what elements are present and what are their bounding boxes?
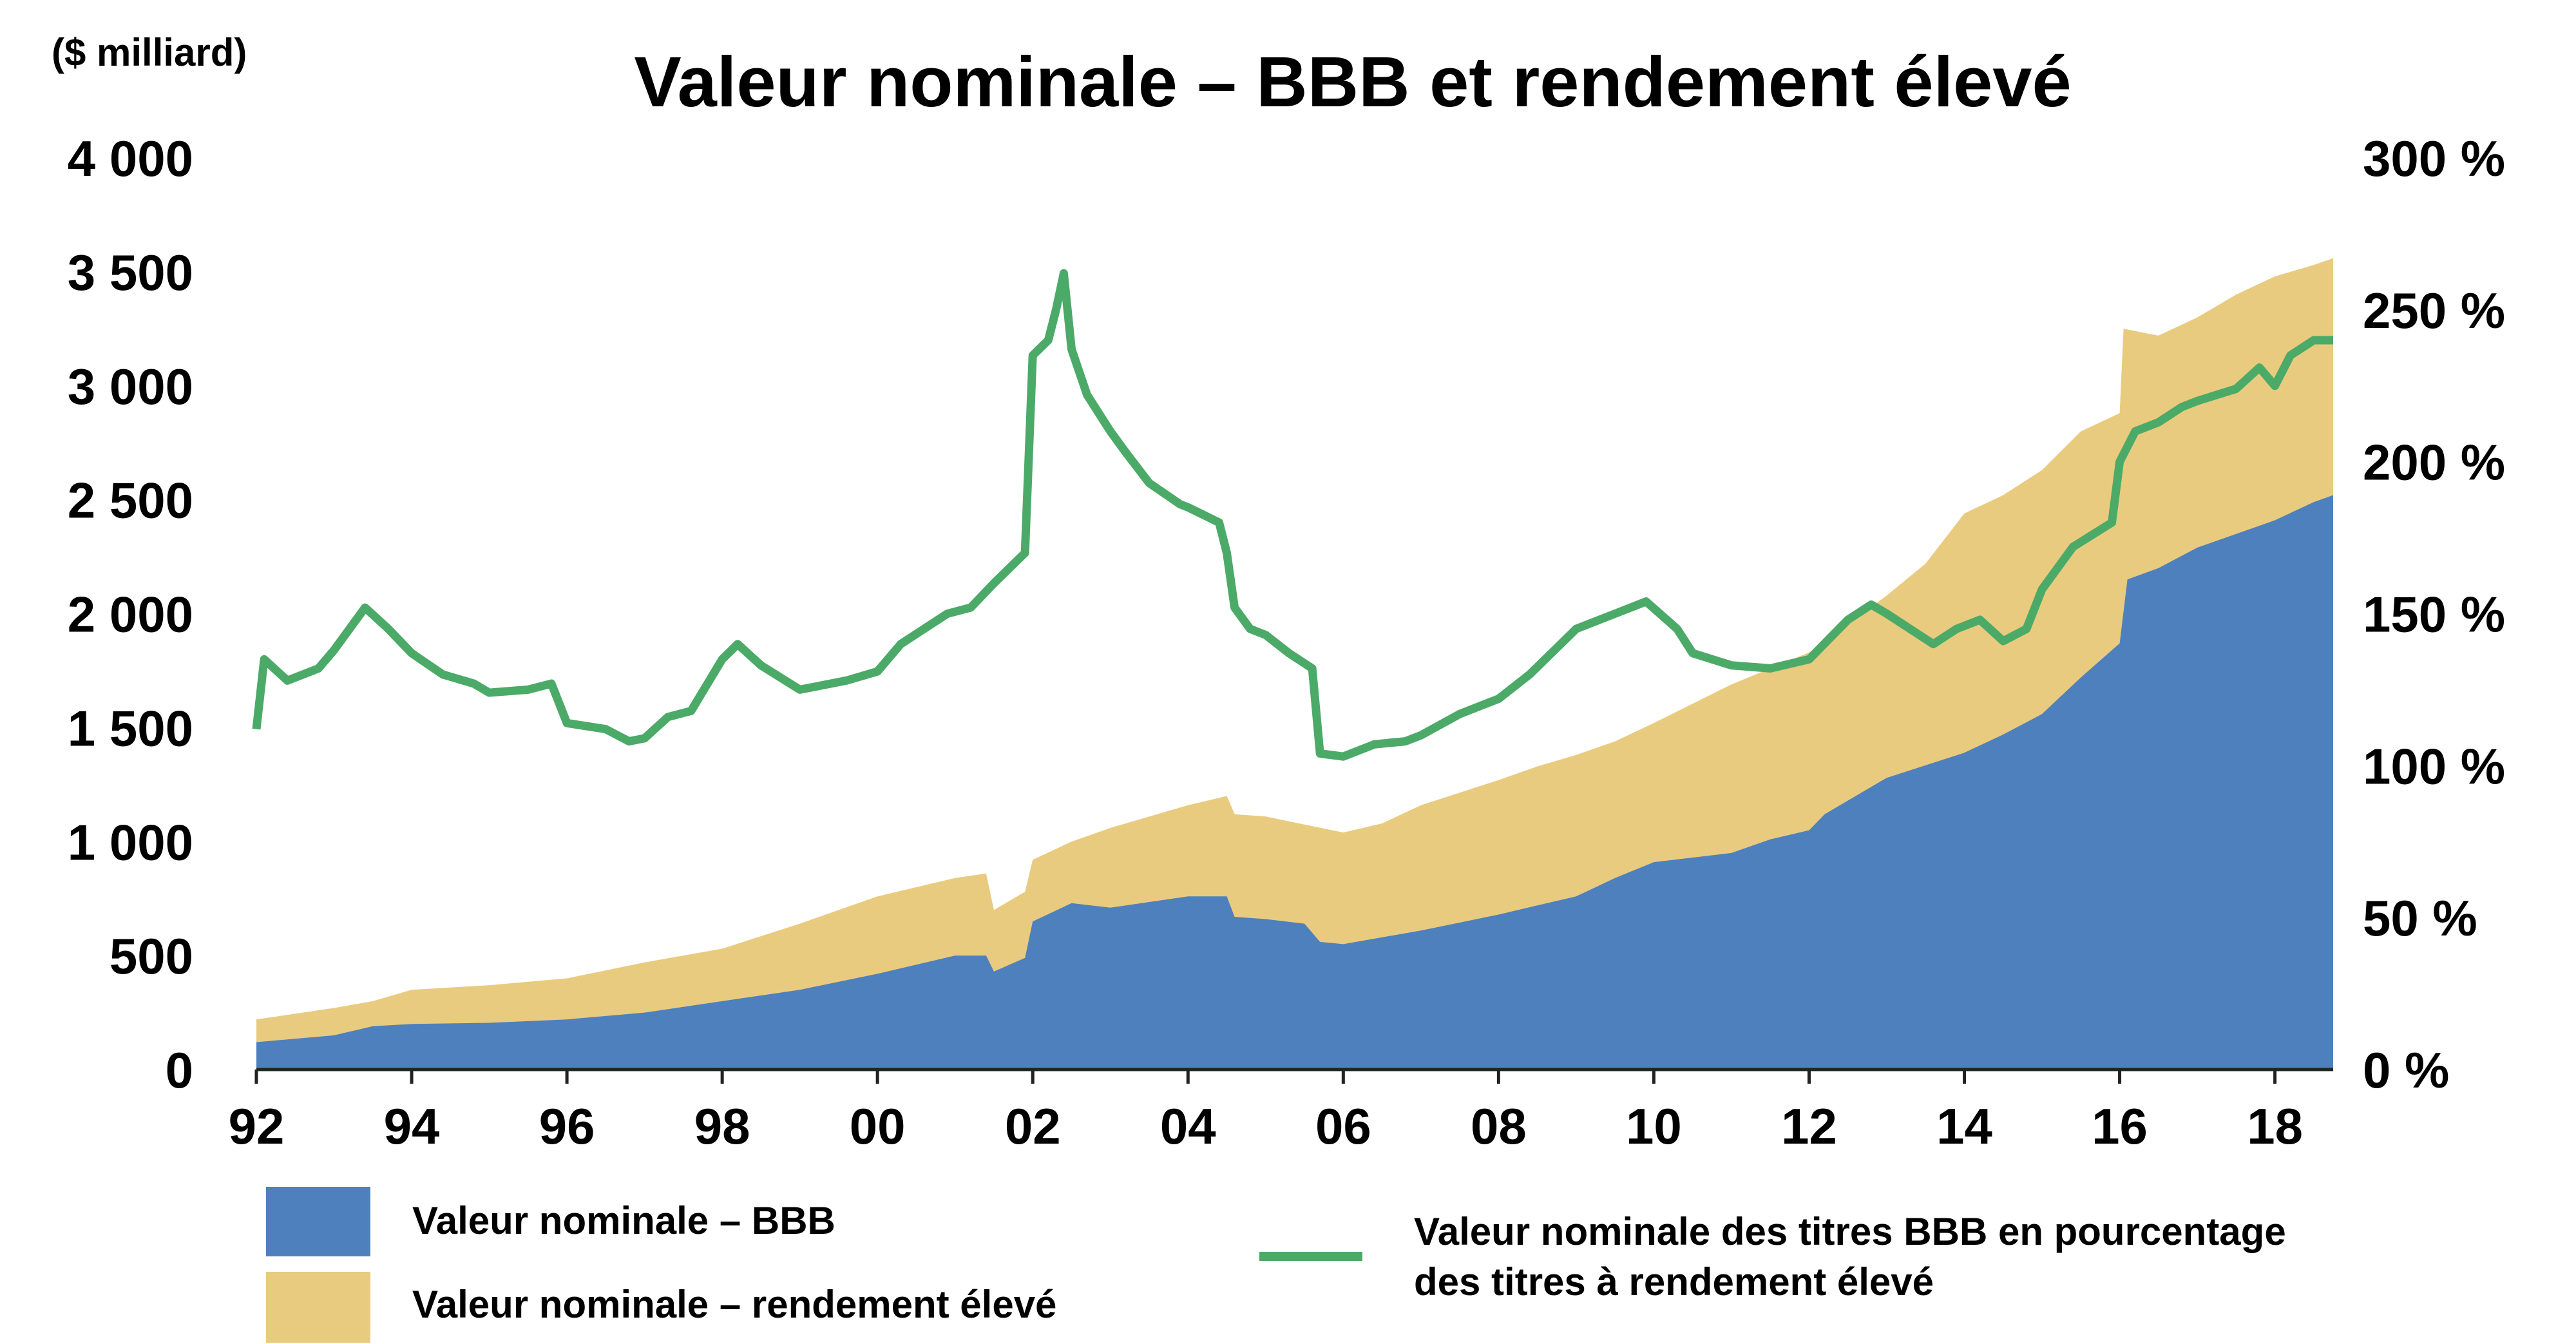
y-right-tick-label: 50 %: [2363, 890, 2477, 946]
y-left-unit-label: ($ milliard): [52, 31, 247, 74]
x-tick-label: 04: [1160, 1098, 1216, 1155]
x-tick-label: 08: [1471, 1098, 1527, 1155]
y-left-tick-label: 4 000: [68, 130, 193, 187]
legend: Valeur nominale – BBB Valeur nominale – …: [266, 1187, 2296, 1343]
x-tick-label: 06: [1315, 1098, 1371, 1155]
y-right-tick-label: 100 %: [2363, 738, 2505, 794]
y-right-tick-label: 0 %: [2363, 1042, 2449, 1099]
x-tick-label: 02: [1005, 1098, 1061, 1155]
legend-label-high-yield: Valeur nominale – rendement élevé: [412, 1283, 1056, 1326]
y-left-tick-label: 500: [110, 928, 193, 984]
y-left-axis-ticks: 0 500 1 000 1 500 2 000 2 500 3 000 3 500 4 000: [68, 130, 193, 1099]
line-bbb-percent-of-high-yield: [252, 269, 2333, 761]
x-tick-label: 98: [694, 1098, 750, 1155]
y-left-tick-label: 2 500: [68, 472, 193, 529]
y-right-axis-ticks: 0 % 50 % 100 % 150 % 200 % 250 % 300 %: [2363, 130, 2505, 1099]
x-tick-label: 00: [850, 1098, 906, 1155]
y-left-tick-label: 0: [166, 1042, 193, 1099]
x-tick-label: 16: [2092, 1098, 2148, 1155]
legend-label-percent-line-1: Valeur nominale des titres BBB en pource…: [1414, 1210, 2286, 1253]
y-left-tick-label: 2 000: [68, 586, 193, 643]
x-tick-label: 92: [229, 1098, 285, 1155]
legend-label-percent-line-2: des titres à rendement élevé: [1414, 1260, 1934, 1303]
y-left-tick-label: 1 500: [68, 700, 193, 756]
x-tick-label: 10: [1626, 1098, 1682, 1155]
y-right-tick-label: 200 %: [2363, 434, 2505, 491]
x-tick-label: 18: [2247, 1098, 2303, 1155]
legend-label-percent: Valeur nominale des titres BBB en pource…: [1414, 1210, 2296, 1303]
x-axis-ticks: 92 94 96 98 00 02 04 06 08 10 12 14 16 18: [229, 1070, 2303, 1155]
y-left-tick-label: 3 500: [68, 244, 193, 301]
y-right-tick-label: 150 %: [2363, 586, 2505, 643]
y-left-tick-label: 1 000: [68, 814, 193, 870]
x-tick-label: 94: [384, 1098, 440, 1155]
chart-title: Valeur nominale – BBB et rendement élevé: [634, 43, 2071, 122]
y-right-tick-label: 300 %: [2363, 130, 2505, 187]
y-left-tick-label: 3 000: [68, 358, 193, 415]
legend-swatch-high-yield: [266, 1272, 370, 1343]
x-tick-label: 12: [1781, 1098, 1837, 1155]
legend-label-bbb: Valeur nominale – BBB: [412, 1199, 835, 1242]
y-right-tick-label: 250 %: [2363, 282, 2505, 339]
area-bbb: [256, 495, 2333, 1070]
plot-areas: [252, 258, 2333, 1070]
legend-swatch-bbb: [266, 1187, 370, 1256]
x-tick-label: 96: [539, 1098, 595, 1155]
x-tick-label: 14: [1936, 1098, 1992, 1155]
